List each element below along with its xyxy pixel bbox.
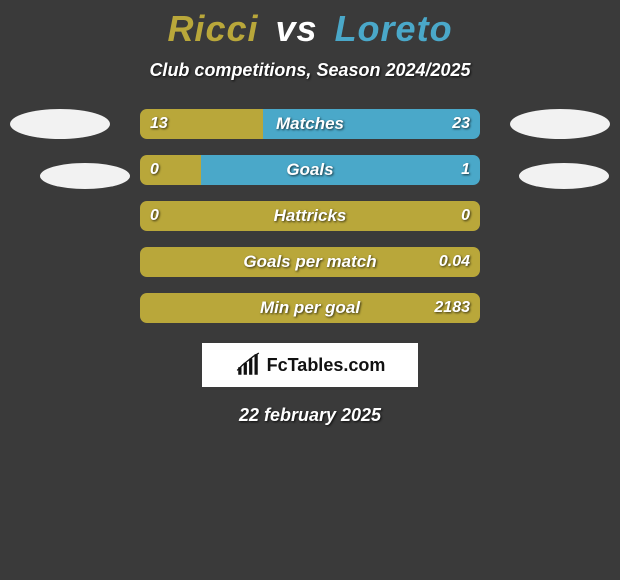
subtitle: Club competitions, Season 2024/2025 [149,60,470,81]
stat-bar: Min per goal 2183 [140,293,480,323]
bar-label: Goals per match [243,252,376,272]
player2-nation-badge [519,163,609,189]
bar-value-player2: 23 [452,115,470,133]
title: Ricci vs Loreto [167,8,452,50]
bar-label: Goals [286,160,333,180]
stat-bars: Matches 13 23 Goals 0 1 Hattricks 0 0 Goals per m… [140,109,480,323]
brand-box[interactable]: FcTables.com [202,343,418,387]
stat-bar: Matches 13 23 [140,109,480,139]
player1-flank [0,109,140,213]
bar-label: Matches [276,114,344,134]
player1-club-badge [10,109,110,139]
brand-text: FcTables.com [267,355,386,376]
player2-flank [480,109,620,213]
comparison-widget: Ricci vs Loreto Club competitions, Seaso… [0,0,620,426]
title-vs: vs [276,8,318,49]
bar-value-player1: 0 [150,207,159,225]
bar-label: Min per goal [260,298,360,318]
stat-bar: Goals per match 0.04 [140,247,480,277]
date-text: 22 february 2025 [239,405,381,426]
bar-value-player2: 1 [461,161,470,179]
bar-segment-player2 [201,155,480,185]
bar-value-player1: 0 [150,161,159,179]
stat-bar: Hattricks 0 0 [140,201,480,231]
stat-bar: Goals 0 1 [140,155,480,185]
bar-value-player2: 2183 [434,299,470,317]
comparison-area: Matches 13 23 Goals 0 1 Hattricks 0 0 Goals per m… [0,109,620,323]
bar-value-player2: 0 [461,207,470,225]
chart-icon [235,352,261,378]
bar-value-player2: 0.04 [439,253,470,271]
title-player2: Loreto [335,8,453,49]
player1-nation-badge [40,163,130,189]
player2-club-badge [510,109,610,139]
title-player1: Ricci [167,8,258,49]
bar-value-player1: 13 [150,115,168,133]
bar-label: Hattricks [274,206,347,226]
